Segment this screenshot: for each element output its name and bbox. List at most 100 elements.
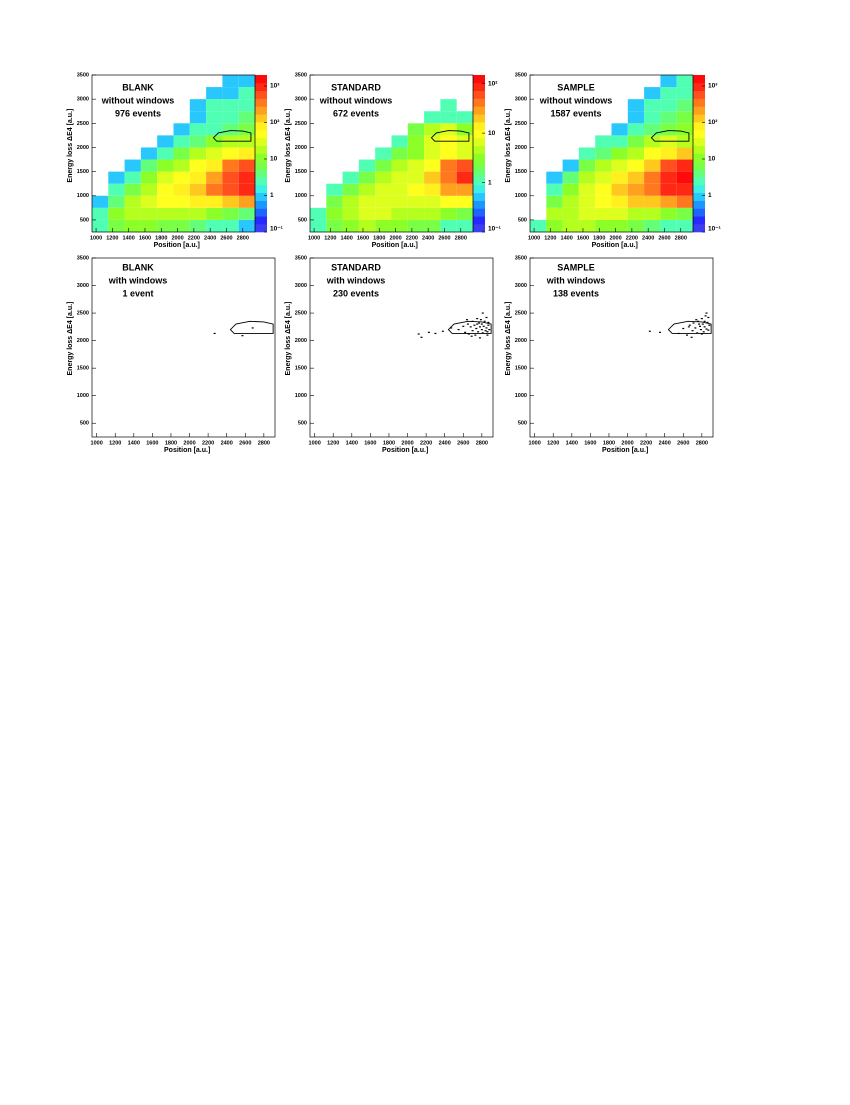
colorbar-step <box>693 98 705 107</box>
heat-cell <box>206 171 223 184</box>
heat-cell <box>440 147 457 160</box>
point <box>476 317 479 320</box>
heat-cell <box>92 207 109 220</box>
y-tick-label: 1500 <box>77 366 89 372</box>
colorbar-step <box>473 90 485 99</box>
heat-cell <box>676 147 693 160</box>
heat-cell <box>238 159 255 172</box>
y-tick-label: 3000 <box>77 283 89 289</box>
heat-cell <box>140 159 158 172</box>
heat-cell <box>595 135 612 148</box>
heat-cell <box>627 219 645 232</box>
x-tick-label: 1000 <box>91 440 103 446</box>
panel-subtitle: without windows <box>101 95 175 105</box>
x-tick-label: 2000 <box>389 235 401 241</box>
heat-cell <box>644 219 661 232</box>
heat-cell <box>189 195 207 208</box>
y-axis-label: Energy loss ΔE4 [a.u.] <box>285 302 292 376</box>
point <box>705 328 708 330</box>
colorbar-step <box>693 106 705 115</box>
colorbar-step <box>255 114 267 123</box>
heat-cell <box>562 219 579 232</box>
colorbar-step <box>693 169 705 178</box>
heat-cell <box>676 87 693 100</box>
point <box>484 330 487 332</box>
heat-cell <box>189 183 207 196</box>
panel-title: SAMPLE <box>557 82 595 92</box>
y-tick-label: 3000 <box>515 97 527 103</box>
heat-cell <box>440 111 457 124</box>
heat-cell <box>326 219 343 232</box>
point <box>420 336 423 338</box>
point <box>486 334 489 336</box>
colorbar-step <box>473 82 485 91</box>
heat-cell <box>375 171 392 184</box>
heat-cell <box>562 207 579 220</box>
heat-cell <box>660 183 677 196</box>
heat-cell <box>391 147 408 160</box>
heat-cell <box>611 135 628 148</box>
heat-cell <box>124 195 141 208</box>
heat-cell <box>358 219 376 232</box>
point <box>476 323 479 325</box>
x-tick-label: 1200 <box>324 235 336 241</box>
point <box>690 336 693 338</box>
x-tick-label: 2000 <box>171 235 183 241</box>
y-tick-label: 500 <box>80 421 89 427</box>
colorbar-step <box>473 184 485 194</box>
plot-frame <box>309 74 474 233</box>
heat-cell <box>92 219 109 232</box>
y-tick-label: 3500 <box>295 255 307 261</box>
x-tick-label: 2000 <box>609 235 621 241</box>
colorbar-step <box>693 82 705 91</box>
heat-cell <box>530 219 547 232</box>
colorbar-label: 10⁻¹ <box>270 226 283 233</box>
heat-cell <box>391 219 408 232</box>
colorbar-label: 10² <box>270 119 280 126</box>
colorbar-step <box>693 177 705 186</box>
y-tick-label: 500 <box>518 217 527 223</box>
heat-cell <box>562 159 579 172</box>
heat-cell <box>157 135 174 148</box>
heat-cell <box>238 183 255 196</box>
heat-cell <box>424 183 441 196</box>
heat-cell <box>578 219 596 232</box>
heat-cell <box>627 183 645 196</box>
x-tick-label: 1800 <box>373 235 385 241</box>
plot-frame <box>529 257 714 438</box>
heat-cell <box>562 171 579 184</box>
heat-cell <box>140 207 158 220</box>
x-tick-label: 1000 <box>529 440 541 446</box>
heat-cell <box>375 159 392 172</box>
heat-cell <box>407 183 425 196</box>
point <box>699 329 702 331</box>
colorbar-label: 10 <box>708 156 716 163</box>
heat-cell <box>206 195 223 208</box>
panel-title: SAMPLE <box>557 262 595 272</box>
x-tick-label: 1400 <box>561 235 573 241</box>
point <box>481 332 484 334</box>
point <box>480 329 483 331</box>
colorbar-label: 10² <box>488 80 498 87</box>
heat-cell <box>108 207 125 220</box>
y-tick-label: 2500 <box>515 121 527 127</box>
x-tick-label: 1400 <box>341 235 353 241</box>
heat-cell <box>660 87 677 100</box>
heat-cell <box>611 219 628 232</box>
heat-cell <box>578 171 596 184</box>
heat-cell <box>391 207 408 220</box>
y-tick-label: 2500 <box>515 311 527 317</box>
heat-cell <box>595 219 612 232</box>
y-tick-label: 2000 <box>515 145 527 151</box>
x-tick-label: 2600 <box>457 440 469 446</box>
panel-annotation: 672 events <box>333 108 379 118</box>
heat-cell <box>189 219 207 232</box>
colorbar-step <box>255 224 267 233</box>
point <box>427 331 430 333</box>
heat-cell <box>611 183 628 196</box>
heat-cell <box>611 159 628 172</box>
heat-cell <box>407 147 425 160</box>
heat-cell <box>140 171 158 184</box>
x-tick-label: 2800 <box>455 235 467 241</box>
heat-cell <box>424 171 441 184</box>
